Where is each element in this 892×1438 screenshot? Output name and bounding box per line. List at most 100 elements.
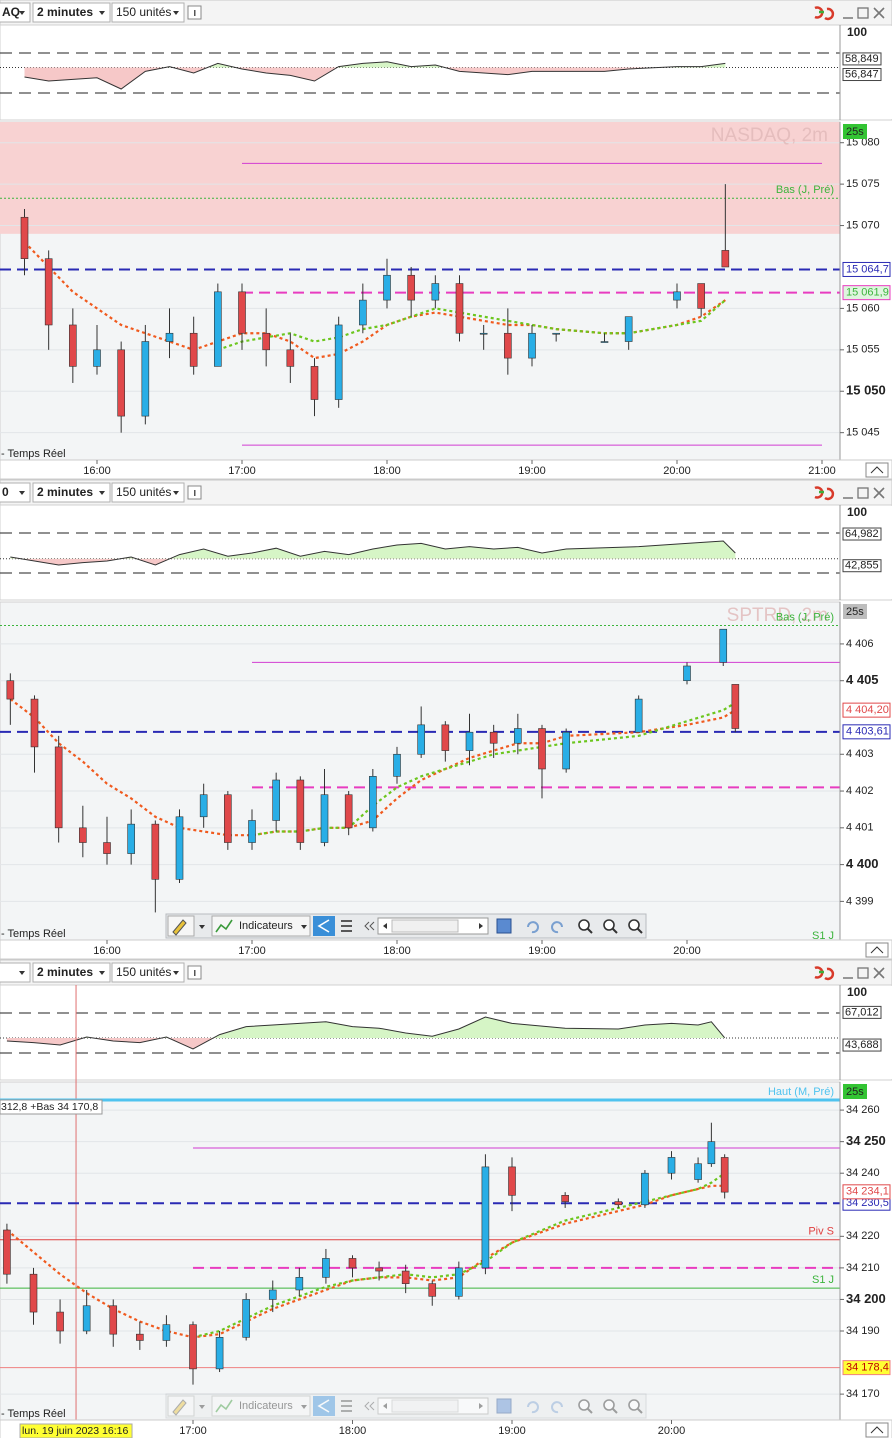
oscillator-line bbox=[10, 540, 736, 566]
price-zone bbox=[0, 122, 840, 234]
price-pane bbox=[0, 601, 841, 941]
y-tick-label: 15 050 bbox=[846, 383, 886, 398]
oscillator-line bbox=[6, 1016, 726, 1050]
maximize-button[interactable] bbox=[857, 487, 869, 499]
share-button[interactable] bbox=[313, 1396, 335, 1416]
scroll-end-button[interactable] bbox=[865, 462, 889, 478]
calendar-icon[interactable] bbox=[496, 1398, 512, 1414]
candle-body bbox=[56, 1311, 64, 1332]
level-axis-box bbox=[842, 724, 891, 740]
floating-toolbar: Indicateurs bbox=[165, 1393, 647, 1419]
maximize-button[interactable] bbox=[857, 967, 869, 979]
menu-icon[interactable] bbox=[341, 1400, 352, 1412]
candle-body bbox=[286, 349, 295, 367]
zoom-icon[interactable] bbox=[603, 1399, 615, 1411]
y-tick-label: 15 045 bbox=[846, 427, 880, 439]
zoom-icon[interactable] bbox=[578, 1399, 590, 1411]
info-icon bbox=[194, 10, 196, 16]
level-axis-box bbox=[842, 285, 891, 301]
zoom-icon[interactable] bbox=[578, 919, 590, 931]
indicators-button[interactable] bbox=[211, 1395, 311, 1417]
zoom-icon[interactable] bbox=[628, 919, 640, 931]
candle-body bbox=[600, 341, 609, 343]
floating-toolbar-bg bbox=[165, 1393, 647, 1419]
candle-body bbox=[489, 731, 498, 744]
candle-body bbox=[262, 332, 270, 351]
dropdown-label: 150 unités bbox=[116, 965, 171, 979]
candle-body bbox=[3, 1229, 11, 1275]
undo-icon[interactable] bbox=[527, 1401, 539, 1414]
dropdown[interactable] bbox=[32, 482, 111, 503]
floating-toolbar: Indicateurs bbox=[165, 913, 647, 939]
close-button[interactable] bbox=[873, 7, 885, 19]
candle-body bbox=[375, 1267, 383, 1272]
close-button[interactable] bbox=[873, 967, 885, 979]
candle-body bbox=[238, 291, 246, 334]
realtime-label: - Temps Réel bbox=[1, 1408, 66, 1420]
dropdown[interactable] bbox=[111, 482, 185, 503]
candle-body bbox=[562, 731, 570, 770]
candle-body bbox=[248, 820, 256, 843]
level-axis-box bbox=[842, 261, 891, 277]
candle-body bbox=[694, 1163, 702, 1180]
zoom-handle bbox=[586, 927, 593, 934]
zoom-icon[interactable] bbox=[603, 919, 615, 931]
y-tick-label: 15 055 bbox=[846, 344, 880, 356]
level-axis-label: 4 403,61 bbox=[846, 726, 889, 738]
scroll-thumb bbox=[391, 1399, 459, 1413]
dropdown-label: 2 minutes bbox=[37, 5, 93, 19]
share-button[interactable] bbox=[313, 916, 335, 936]
pen-button[interactable] bbox=[167, 1395, 195, 1417]
ma-line bbox=[217, 299, 727, 351]
zoom-handle bbox=[611, 1407, 618, 1414]
scroll-end-button[interactable] bbox=[865, 942, 889, 958]
indicators-button[interactable] bbox=[211, 915, 311, 937]
dropdown-arrow bbox=[19, 11, 25, 15]
redo-icon[interactable] bbox=[551, 921, 563, 934]
dropdown[interactable] bbox=[111, 2, 185, 23]
scroll-end-button[interactable] bbox=[865, 1422, 889, 1438]
scroll-end-icon bbox=[870, 1426, 884, 1434]
calendar-icon[interactable] bbox=[496, 918, 512, 934]
menu-icon[interactable] bbox=[341, 920, 352, 932]
candle-body bbox=[189, 332, 198, 367]
close-button[interactable] bbox=[873, 487, 885, 499]
dropdown[interactable] bbox=[0, 962, 31, 983]
zoom-icon[interactable] bbox=[628, 1399, 640, 1411]
indicators-icon bbox=[215, 919, 233, 933]
candle-body bbox=[455, 283, 464, 334]
candle-body bbox=[720, 1157, 729, 1193]
y-tick-label: 34 190 bbox=[846, 1325, 880, 1337]
oscillator-area bbox=[83, 1017, 725, 1039]
scroll-left bbox=[383, 923, 387, 929]
candle-body bbox=[79, 827, 87, 843]
y-tick-label: 15 060 bbox=[846, 302, 880, 314]
redo-icon[interactable] bbox=[551, 1401, 563, 1414]
live-tag bbox=[843, 604, 867, 619]
dropdown[interactable] bbox=[0, 482, 31, 503]
dropdown[interactable] bbox=[111, 962, 185, 983]
level-axis-label: 34 178,4 bbox=[846, 1362, 889, 1374]
level-axis-box bbox=[842, 1184, 891, 1200]
indicators-label: Indicateurs bbox=[239, 920, 293, 932]
scrollbar[interactable] bbox=[377, 1397, 489, 1415]
candle-body bbox=[614, 1201, 623, 1206]
indicator-value-label: 42,855 bbox=[845, 560, 879, 572]
dropdown-label: 2 minutes bbox=[37, 485, 93, 499]
y-tick-label: 15 070 bbox=[846, 219, 880, 231]
dropdown-label: 150 unités bbox=[116, 5, 171, 19]
candle-body bbox=[624, 316, 633, 342]
oscillator-area bbox=[164, 61, 726, 68]
rewind-icon[interactable] bbox=[364, 1401, 375, 1411]
zoom-handle bbox=[611, 927, 618, 934]
dropdown-arrow bbox=[173, 971, 179, 975]
candle-body bbox=[481, 1166, 490, 1269]
candle-body bbox=[162, 1324, 171, 1341]
dropdown[interactable] bbox=[32, 962, 111, 983]
maximize-button[interactable] bbox=[857, 7, 869, 19]
dropdown[interactable] bbox=[32, 2, 111, 23]
undo-icon[interactable] bbox=[527, 921, 539, 934]
rewind-icon[interactable] bbox=[364, 921, 375, 931]
level-tag: Bas (J, Pré) bbox=[776, 184, 834, 196]
dropdown[interactable] bbox=[0, 2, 31, 23]
